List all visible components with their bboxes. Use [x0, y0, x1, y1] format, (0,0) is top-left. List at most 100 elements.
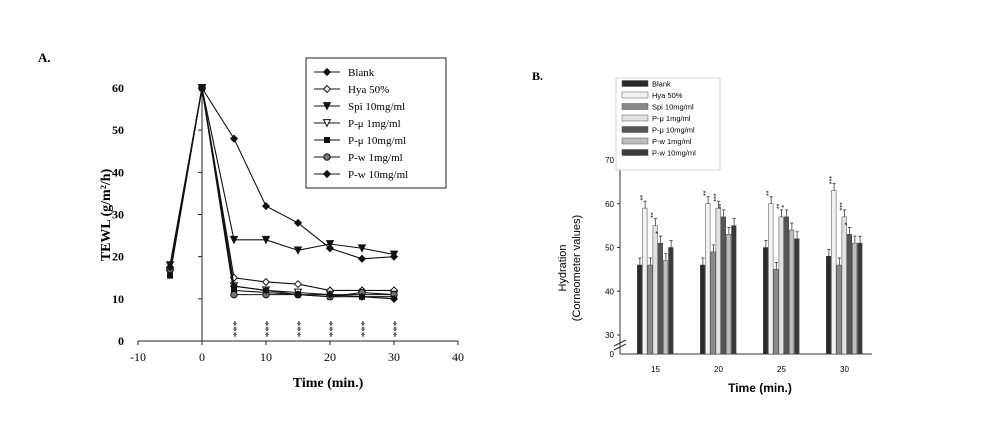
panel-b-bar [831, 190, 837, 355]
panel-b-legend-label: P-w 1mg/ml [652, 137, 692, 146]
panel-b-bar [846, 234, 852, 355]
panel-b-significance: ************************ [640, 176, 852, 234]
panel-b-bar [663, 260, 669, 355]
panel-a-legend-label: P-μ 1mg/ml [348, 118, 401, 130]
panel-a-x-axis-title: Time (min.) [293, 376, 364, 391]
panel-a-x-tick-label: 40 [452, 350, 464, 364]
panel-a-y-tick-label: 10 [112, 292, 124, 306]
panel-b-bar [789, 229, 795, 355]
panel-b-significance-mark: *** [714, 193, 721, 201]
panel-a-data-point [325, 290, 335, 299]
panel-a-data-point [230, 290, 238, 299]
panel-b-bar [642, 207, 648, 355]
panel-a-x-tick-label: 0 [199, 350, 205, 364]
panel-a-legend-marker [322, 84, 332, 94]
panel-b-x-tick-label: 30 [840, 365, 849, 374]
panel-a-label: A. [38, 50, 51, 65]
panel-b-bar [731, 225, 737, 355]
panel-b-bar [768, 203, 774, 355]
panel-b-significance-mark: *** [840, 202, 847, 210]
panel-a-significance-mark: *** [227, 321, 239, 338]
panel-b-y-tick-label: 40 [605, 287, 614, 296]
panel-b-legend-label: P-μ 1mg/ml [652, 114, 691, 123]
panel-a-data-point [197, 83, 207, 93]
panel-b-y-tick-label: 70 [605, 156, 614, 165]
panel-a-series-line [169, 87, 395, 300]
panel-a-significance-mark: *** [259, 321, 271, 338]
panel-a-legend-label: Hya 50% [348, 84, 389, 96]
panel-a-legend-marker [323, 153, 331, 161]
panel-b-label: B. [532, 69, 543, 83]
panel-b-y-tick-label: 0 [610, 350, 615, 359]
panel-b-significance-mark: ** [766, 190, 773, 196]
panel-a-legend-label: Blank [348, 67, 375, 79]
panel-b-x-tick-label: 20 [714, 365, 723, 374]
panel-a-significance-mark: *** [323, 321, 335, 338]
panel-b-significance-mark: * [845, 222, 852, 225]
panel-b-bar [715, 207, 721, 355]
panel-a-y-tick-label: 20 [112, 250, 124, 264]
panel-b-significance-mark: ** [777, 203, 784, 209]
panel-b-bar [836, 264, 842, 355]
panel-b-bar [726, 234, 732, 355]
panel-a-data-point [231, 287, 237, 294]
panel-b-legend-label: P-w 10mg/ml [652, 149, 696, 158]
panel-b-bar [826, 256, 832, 355]
panel-b-significance-mark: *** [829, 176, 836, 184]
panel-b-legend-swatch [621, 91, 649, 99]
panel-a-data-point [293, 290, 303, 299]
panel-a-data-point [293, 279, 303, 289]
panel-b-significance-mark: ** [703, 190, 710, 196]
panel-a-legend-marker [324, 137, 330, 143]
panel-b-legend-label: P-μ 10mg/ml [652, 126, 695, 135]
panel-b-legend-swatch [621, 137, 649, 145]
panel-b-bar [700, 264, 706, 355]
panel-a-data-point [167, 272, 173, 279]
panel-b-bar [668, 247, 674, 355]
panel-a-data-point [229, 134, 239, 143]
panel-a-series-line [169, 87, 395, 266]
panel-b-bar [783, 216, 789, 355]
panel-a-legend-marker [322, 169, 332, 179]
panel-b-bar [857, 242, 863, 355]
panel-a-series [165, 83, 399, 303]
panel-b-bar [637, 264, 643, 355]
panel-b-x-axis-title: Time (min.) [728, 381, 792, 395]
panel-b-legend-label: Hya 50% [652, 91, 683, 100]
panel-a-legend-label: P-μ 10mg/ml [348, 135, 406, 147]
panel-b-bar [705, 203, 711, 355]
panel-a-legend-marker [322, 119, 332, 128]
panel-b-legend-swatch [621, 149, 649, 156]
panel-a-x-tick-label: 30 [388, 350, 400, 364]
panel-a-data-point [261, 201, 271, 211]
panel-a-data-point [229, 282, 239, 291]
panel-a-y-tick-label: 50 [112, 123, 124, 137]
panel-a-data-point [261, 277, 271, 287]
panel-a-data-point [325, 240, 335, 249]
panel-b-bar [794, 238, 800, 355]
panel-a-y-tick-label: 30 [112, 208, 124, 222]
panel-b-bar [841, 216, 847, 355]
panel-b-significance-mark: ** [651, 212, 658, 218]
panel-b-legend-swatch [621, 103, 649, 110]
panel-b-legend-label: Blank [652, 80, 671, 89]
panel-b-bar [652, 225, 658, 355]
panel-b-legend-swatch [621, 80, 649, 87]
panel-b-bar [710, 251, 716, 355]
panel-b-bar [773, 269, 779, 355]
panel-b-legend-swatch [621, 114, 649, 122]
panel-a-y-tick-label: 0 [118, 334, 124, 348]
panel-b-significance-mark: * [782, 205, 789, 208]
panel-a-significance-mark: *** [355, 321, 367, 338]
panel-a-data-point [293, 218, 303, 228]
panel-a-data-point [229, 235, 239, 245]
panel-b-legend-swatch [621, 126, 649, 133]
panel-a-data-point [293, 246, 303, 255]
panel-b-significance-mark: * [656, 231, 663, 234]
panel-a-legend-label: Spi 10mg/ml [348, 101, 405, 113]
panel-a-legend-label: P-w 1mg/ml [348, 152, 403, 164]
panel-b-x-tick-label: 25 [777, 365, 786, 374]
